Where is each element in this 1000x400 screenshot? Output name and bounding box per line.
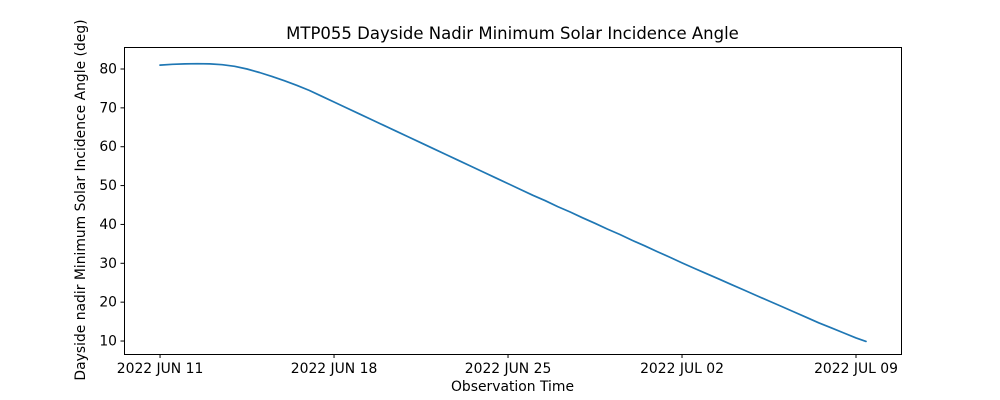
x-tick-label: 2022 JUN 18 [291, 361, 378, 377]
x-axis-label: Observation Time [451, 379, 574, 395]
y-tick-label: 30 [99, 256, 117, 272]
chart-title: MTP055 Dayside Nadir Minimum Solar Incid… [286, 24, 739, 43]
y-tick-label: 40 [99, 217, 117, 233]
x-tick-label: 2022 JUL 02 [640, 361, 724, 377]
x-tick-label: 2022 JUN 11 [117, 361, 204, 377]
x-tick-label: 2022 JUN 25 [465, 361, 552, 377]
y-tick-label: 70 [99, 100, 117, 116]
x-tick-label: 2022 JUL 09 [814, 361, 898, 377]
data-line-dayside-nadir-min-solar-incidence-angle [159, 62, 867, 343]
y-tick-label: 80 [99, 61, 117, 77]
y-tick-label: 60 [99, 139, 117, 155]
plot-frame [124, 47, 902, 355]
y-tick-label: 20 [99, 295, 117, 311]
y-tick-label: 50 [99, 178, 117, 194]
y-tick-label: 10 [99, 334, 117, 350]
